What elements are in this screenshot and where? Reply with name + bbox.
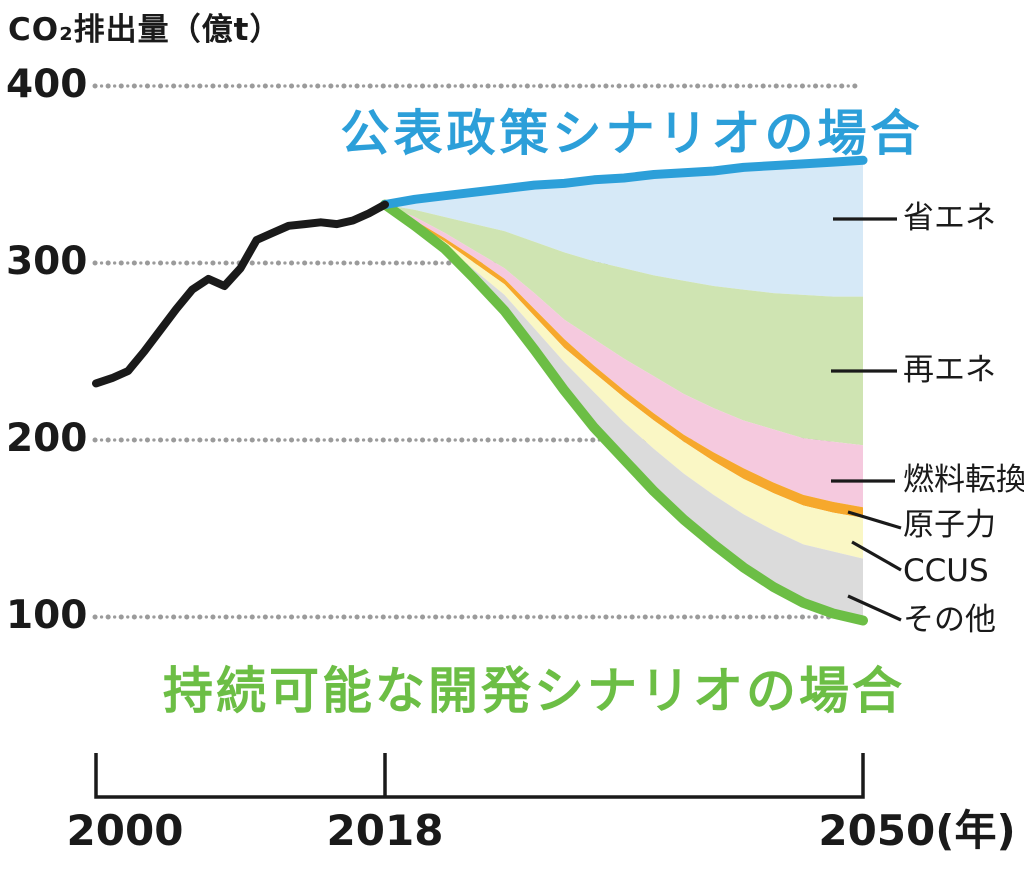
legend-label-燃料転換: 燃料転換 — [903, 461, 1024, 498]
sustainable-development-scenario-label: 持続可能な開発シナリオの場合 — [163, 662, 905, 720]
announced-policies-scenario-label: 公表政策シナリオの場合 — [340, 105, 924, 162]
leader-line-その他 — [847, 594, 902, 622]
y-tick-200: 200 — [6, 415, 88, 461]
legend-label-省エネ: 省エネ — [903, 199, 996, 236]
leader-line-原子力 — [847, 510, 902, 530]
wedge-省エネ — [385, 160, 863, 297]
x-axis — [94, 753, 865, 799]
historical-emissions-line — [92, 200, 389, 388]
legend-label-CCUS: CCUS — [903, 552, 989, 589]
sustainable-development-line — [380, 199, 868, 626]
legend-label-原子力: 原子力 — [903, 506, 996, 543]
x-tick-2050: 2050(年) — [818, 806, 1016, 855]
x-tick-2018: 2018 — [326, 806, 444, 855]
y-tick-100: 100 — [6, 592, 88, 638]
wedge-再エネ — [385, 204, 863, 446]
y-tick-300: 300 — [6, 238, 88, 284]
x-tick-2000: 2000 — [66, 806, 184, 855]
legend-label-再エネ: 再エネ — [903, 351, 996, 388]
legend-label-その他: その他 — [903, 601, 996, 638]
leader-line-CCUS — [851, 540, 902, 572]
announced-policies-line — [380, 155, 868, 210]
chart-title: CO₂排出量（億t） — [8, 12, 282, 48]
y-tick-400: 400 — [6, 61, 88, 107]
wedge-原子力 — [385, 204, 863, 518]
wedge-燃料転換 — [385, 204, 863, 508]
wedge-CCUS — [385, 204, 863, 559]
